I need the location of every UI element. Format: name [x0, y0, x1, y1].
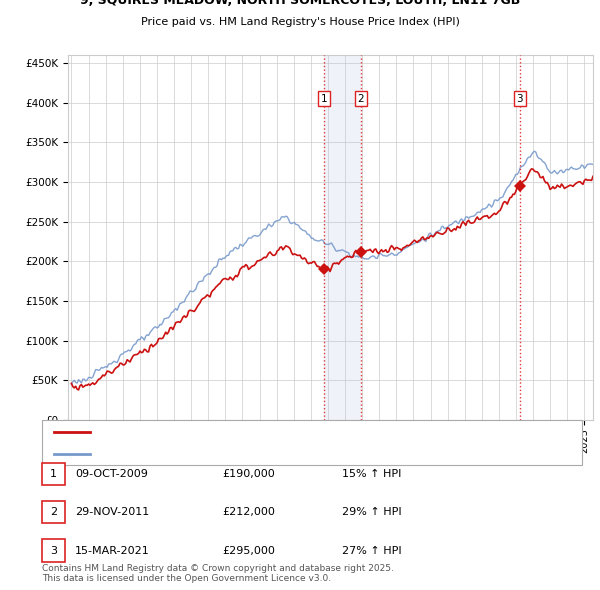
Text: 1: 1: [50, 469, 57, 479]
Text: 09-OCT-2009: 09-OCT-2009: [75, 469, 148, 479]
Text: 29-NOV-2011: 29-NOV-2011: [75, 507, 149, 517]
Text: £190,000: £190,000: [222, 469, 275, 479]
Text: Contains HM Land Registry data © Crown copyright and database right 2025.
This d: Contains HM Land Registry data © Crown c…: [42, 563, 394, 583]
Text: 9, SQUIRES MEADOW, NORTH SOMERCOTES, LOUTH, LN11 7GB: 9, SQUIRES MEADOW, NORTH SOMERCOTES, LOU…: [80, 0, 520, 7]
Text: £295,000: £295,000: [222, 546, 275, 556]
Text: 27% ↑ HPI: 27% ↑ HPI: [342, 546, 401, 556]
Text: 15% ↑ HPI: 15% ↑ HPI: [342, 469, 401, 479]
Text: 29% ↑ HPI: 29% ↑ HPI: [342, 507, 401, 517]
Text: HPI: Average price, detached house, East Lindsey: HPI: Average price, detached house, East…: [99, 449, 341, 459]
Text: 1: 1: [320, 94, 328, 104]
Text: 2: 2: [357, 94, 364, 104]
Text: 3: 3: [50, 546, 57, 556]
Text: 3: 3: [517, 94, 523, 104]
Text: £212,000: £212,000: [222, 507, 275, 517]
Text: Price paid vs. HM Land Registry's House Price Index (HPI): Price paid vs. HM Land Registry's House …: [140, 17, 460, 27]
Bar: [324, 55, 361, 420]
Text: 15-MAR-2021: 15-MAR-2021: [75, 546, 150, 556]
Text: 2: 2: [50, 507, 57, 517]
Text: 9, SQUIRES MEADOW, NORTH SOMERCOTES, LOUTH, LN11 7GB (detached house): 9, SQUIRES MEADOW, NORTH SOMERCOTES, LOU…: [99, 427, 498, 437]
